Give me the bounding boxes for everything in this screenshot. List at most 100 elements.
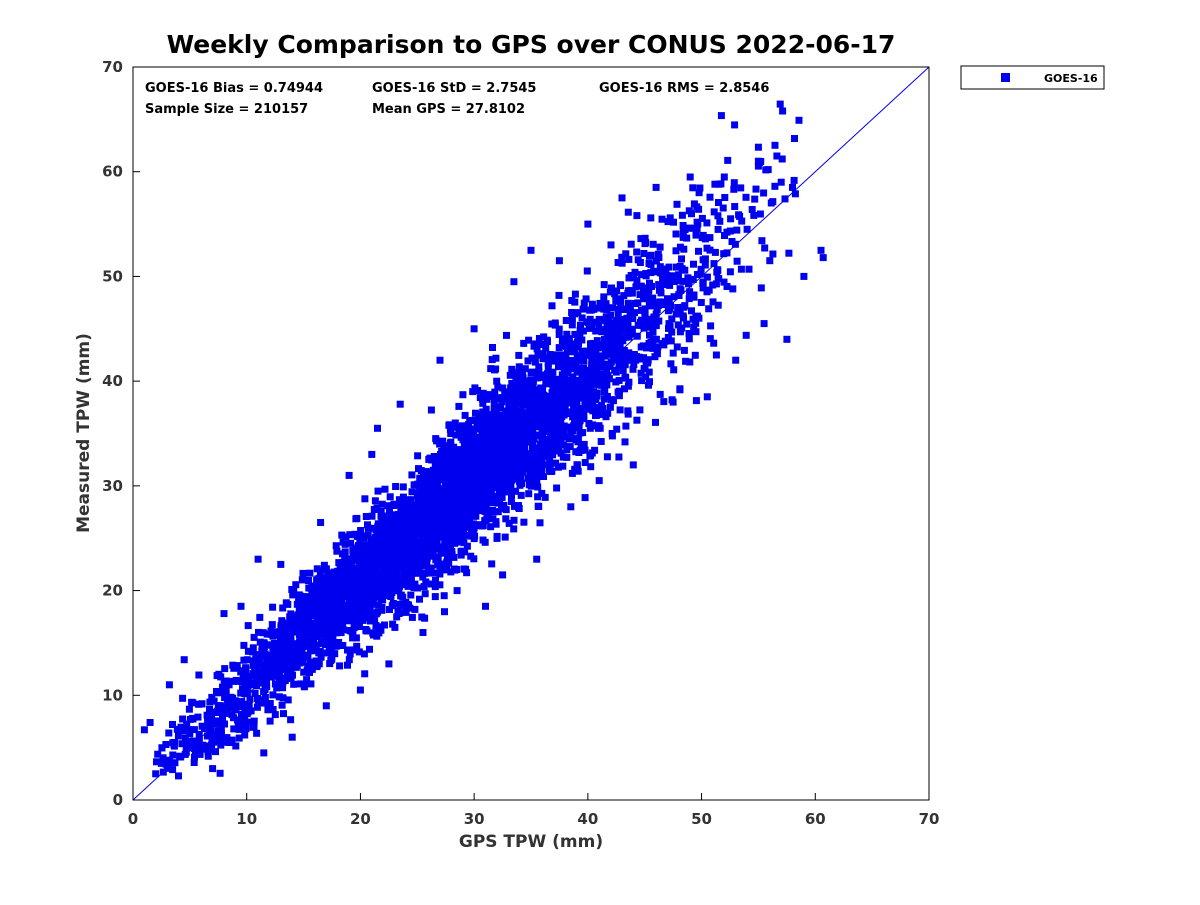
scatter-point <box>502 407 509 415</box>
scatter-point <box>415 530 423 538</box>
scatter-point <box>432 540 440 548</box>
scatter-point <box>720 250 728 258</box>
scatter-point <box>406 539 414 547</box>
scatter-point <box>403 601 411 608</box>
scatter-point <box>367 542 375 549</box>
scatter-point <box>281 666 289 674</box>
scatter-point <box>567 357 575 364</box>
scatter-point <box>410 584 418 591</box>
scatter-point <box>515 409 523 417</box>
scatter-point <box>378 542 385 550</box>
scatter-point <box>560 429 568 437</box>
scatter-point <box>465 470 473 478</box>
scatter-point <box>690 323 698 331</box>
scatter-point <box>492 354 500 362</box>
scatter-point <box>710 260 718 268</box>
scatter-point <box>249 648 256 656</box>
scatter-point <box>781 195 789 203</box>
scatter-point <box>538 433 546 441</box>
scatter-point <box>408 534 416 542</box>
scatter-point <box>616 295 623 303</box>
scatter-point <box>545 442 553 450</box>
scatter-point <box>373 632 381 640</box>
scatter-point <box>466 417 474 424</box>
scatter-point <box>217 741 225 749</box>
scatter-point <box>325 627 333 635</box>
scatter-point <box>534 493 542 501</box>
scatter-point <box>347 563 355 571</box>
scatter-point <box>467 552 475 560</box>
scatter-point <box>489 454 497 462</box>
scatter-point <box>652 335 660 343</box>
scatter-point <box>588 376 596 384</box>
scatter-point <box>424 499 432 507</box>
scatter-point <box>476 462 484 470</box>
scatter-point <box>341 577 349 585</box>
scatter-point <box>488 356 496 364</box>
scatter-point <box>414 562 422 570</box>
scatter-point <box>190 726 198 734</box>
scatter-point <box>552 459 559 467</box>
scatter-point <box>573 368 581 376</box>
scatter-point <box>564 366 572 373</box>
scatter-point <box>469 505 477 513</box>
scatter-point <box>336 662 344 670</box>
scatter-point <box>701 261 709 269</box>
scatter-point <box>395 496 403 504</box>
scatter-point <box>353 514 361 522</box>
scatter-point <box>673 200 681 208</box>
scatter-point <box>433 536 441 544</box>
scatter-point <box>182 727 190 735</box>
scatter-point <box>421 550 429 558</box>
scatter-point <box>260 639 268 647</box>
scatter-point <box>204 742 212 750</box>
scatter-point <box>550 380 557 388</box>
scatter-point <box>505 393 513 401</box>
scatter-point <box>585 420 593 427</box>
scatter-point <box>620 358 628 366</box>
scatter-point <box>304 593 312 601</box>
scatter-point <box>611 366 619 374</box>
scatter-point <box>589 421 597 429</box>
scatter-point <box>654 268 661 276</box>
scatter-point <box>512 487 520 495</box>
scatter-point <box>491 395 499 403</box>
scatter-point <box>220 610 228 618</box>
scatter-point <box>496 394 503 402</box>
scatter-point <box>709 298 717 306</box>
scatter-point <box>609 396 617 404</box>
scatter-point <box>436 356 444 364</box>
scatter-point <box>530 435 538 443</box>
scatter-point <box>346 650 354 658</box>
scatter-point <box>548 409 556 417</box>
scatter-point <box>369 594 377 602</box>
scatter-point <box>417 502 425 510</box>
scatter-point <box>465 439 472 447</box>
scatter-point <box>504 433 511 441</box>
scatter-point <box>608 430 616 437</box>
scatter-point <box>355 648 363 656</box>
scatter-point <box>726 268 734 276</box>
scatter-point <box>539 424 547 432</box>
scatter-point <box>478 472 486 480</box>
scatter-point <box>357 527 365 534</box>
scatter-point <box>496 461 504 468</box>
scatter-point <box>665 296 673 304</box>
scatter-point <box>350 646 358 654</box>
scatter-point <box>650 318 658 326</box>
scatter-point <box>566 361 574 369</box>
scatter-point <box>642 272 650 280</box>
scatter-point <box>447 491 455 499</box>
scatter-point <box>358 597 366 605</box>
scatter-point <box>486 447 494 455</box>
scatter-point <box>471 384 479 392</box>
x-tick-label: 40 <box>577 810 598 828</box>
scatter-point <box>645 298 653 306</box>
scatter-point <box>209 765 217 773</box>
scatter-point <box>396 400 404 408</box>
scatter-point <box>361 495 369 503</box>
scatter-point <box>521 365 529 373</box>
scatter-point <box>218 689 226 697</box>
scatter-point <box>328 655 336 663</box>
scatter-point <box>335 578 343 585</box>
